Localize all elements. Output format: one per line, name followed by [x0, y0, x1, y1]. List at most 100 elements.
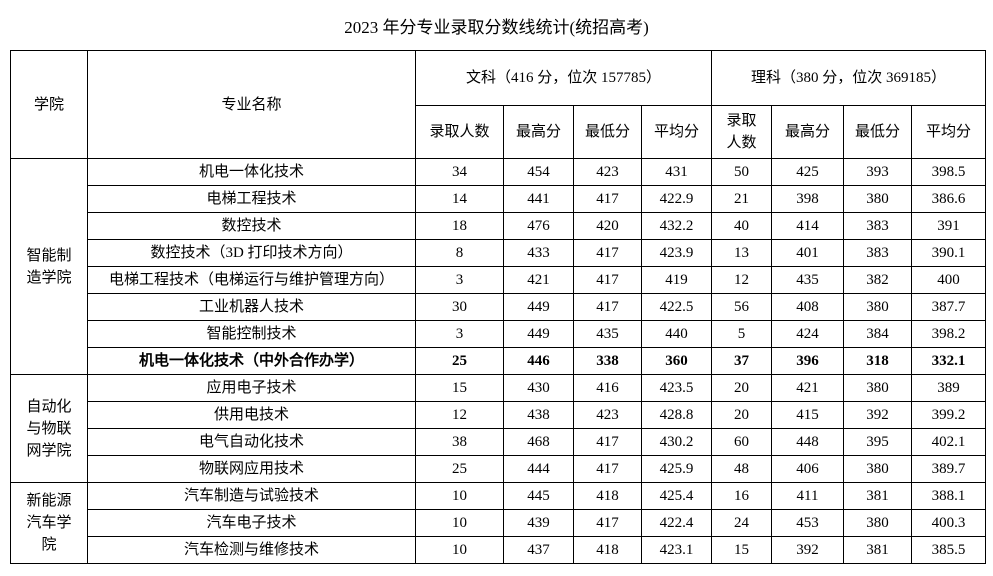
- value-cell: 430: [503, 374, 574, 402]
- value-cell: 48: [711, 455, 773, 483]
- value-cell: 318: [843, 347, 913, 375]
- value-cell: 385.5: [911, 536, 987, 564]
- value-cell: 419: [640, 266, 713, 294]
- value-cell: 13: [711, 239, 773, 267]
- value-cell: 408: [771, 293, 845, 321]
- value-cell: 417: [573, 293, 642, 321]
- value-cell: 395: [843, 428, 913, 456]
- value-cell: 435: [573, 320, 642, 348]
- value-cell: 12: [711, 266, 773, 294]
- score-table: 学院 专业名称 文科（416 分，位次 157785） 理科（380 分，位次 369…: [10, 50, 987, 564]
- value-cell: 437: [503, 536, 574, 564]
- value-cell: 8: [415, 239, 504, 267]
- major-cell: 机电一体化技术: [87, 158, 416, 186]
- value-cell: 401: [771, 239, 845, 267]
- value-cell: 425.9: [640, 455, 713, 483]
- value-cell: 383: [843, 212, 913, 240]
- table-row: 工业机器人技术 30 449 417 422.5 56 408 380 387.7: [11, 293, 987, 321]
- value-cell: 18: [415, 212, 504, 240]
- header-row: 录取人数 最高分 最低分 平均分 录取人数 最高分 最低分 平均分: [11, 105, 987, 159]
- value-cell: 25: [415, 347, 504, 375]
- value-cell: 5: [711, 320, 773, 348]
- value-cell: 438: [503, 401, 574, 429]
- value-cell: 15: [711, 536, 773, 564]
- table-row: 数控技术（3D 打印技术方向） 8 433 417 423.9 13 401 383 390.1: [11, 239, 987, 267]
- table-row: 机电一体化技术（中外合作办学） 25 446 338 360 37 396 318 332.1: [11, 347, 987, 375]
- value-cell: 390.1: [911, 239, 987, 267]
- major-cell: 应用电子技术: [87, 374, 416, 402]
- value-cell: 400.3: [911, 509, 987, 537]
- value-cell: 417: [573, 266, 642, 294]
- value-cell: 398: [771, 185, 845, 213]
- column-header: 录取人数: [415, 105, 504, 159]
- value-cell: 56: [711, 293, 773, 321]
- group-header: 理科（380 分，位次 369185）: [711, 50, 987, 106]
- value-cell: 415: [771, 401, 845, 429]
- value-cell: 422.4: [640, 509, 713, 537]
- value-cell: 389: [911, 374, 987, 402]
- value-cell: 20: [711, 401, 773, 429]
- value-cell: 446: [503, 347, 574, 375]
- value-cell: 382: [843, 266, 913, 294]
- value-cell: 21: [711, 185, 773, 213]
- value-cell: 14: [415, 185, 504, 213]
- value-cell: 454: [503, 158, 574, 186]
- value-cell: 420: [573, 212, 642, 240]
- major-cell: 数控技术: [87, 212, 416, 240]
- value-cell: 380: [843, 374, 913, 402]
- value-cell: 428.8: [640, 401, 713, 429]
- value-cell: 417: [573, 455, 642, 483]
- value-cell: 423.9: [640, 239, 713, 267]
- major-cell: 汽车制造与试验技术: [87, 482, 416, 510]
- value-cell: 423.5: [640, 374, 713, 402]
- value-cell: 389.7: [911, 455, 987, 483]
- college-cell: 智能制造学院: [10, 158, 88, 375]
- value-cell: 417: [573, 428, 642, 456]
- value-cell: 386.6: [911, 185, 987, 213]
- value-cell: 30: [415, 293, 504, 321]
- value-cell: 381: [843, 536, 913, 564]
- value-cell: 423.1: [640, 536, 713, 564]
- value-cell: 391: [911, 212, 987, 240]
- value-cell: 441: [503, 185, 574, 213]
- value-cell: 3: [415, 266, 504, 294]
- header-cell: 学院: [10, 50, 88, 159]
- value-cell: 445: [503, 482, 574, 510]
- value-cell: 380: [843, 185, 913, 213]
- table-row: 新能源汽车学院 汽车制造与试验技术 10 445 418 425.4 16 411 381 388…: [10, 482, 987, 564]
- value-cell: 16: [711, 482, 773, 510]
- value-cell: 421: [503, 266, 574, 294]
- value-cell: 402.1: [911, 428, 987, 456]
- value-cell: 20: [711, 374, 773, 402]
- value-cell: 24: [711, 509, 773, 537]
- table-row: 数控技术 18 476 420 432.2 40 414 383 391: [11, 212, 987, 240]
- value-cell: 380: [843, 293, 913, 321]
- major-cell: 智能控制技术: [87, 320, 416, 348]
- value-cell: 414: [771, 212, 845, 240]
- value-cell: 398.2: [911, 320, 987, 348]
- value-cell: 425.4: [640, 482, 713, 510]
- major-cell: 电气自动化技术: [87, 428, 416, 456]
- value-cell: 10: [415, 509, 504, 537]
- major-cell: 汽车检测与维修技术: [87, 536, 416, 564]
- table-row: 电梯工程技术（电梯运行与维护管理方向） 3 421 417 419 12 435 382 400: [11, 266, 987, 294]
- value-cell: 400: [911, 266, 987, 294]
- value-cell: 417: [573, 509, 642, 537]
- value-cell: 421: [771, 374, 845, 402]
- value-cell: 12: [415, 401, 504, 429]
- value-cell: 417: [573, 239, 642, 267]
- college-cell: 新能源汽车学院: [10, 482, 88, 564]
- table-row: 汽车检测与维修技术 10 437 418 423.1 15 392 381 385.5: [11, 536, 987, 564]
- table-row: 物联网应用技术 25 444 417 425.9 48 406 380 389.7: [11, 455, 987, 483]
- value-cell: 392: [771, 536, 845, 564]
- value-cell: 476: [503, 212, 574, 240]
- value-cell: 423: [573, 401, 642, 429]
- table-row: 电气自动化技术 38 468 417 430.2 60 448 395 402.1: [11, 428, 987, 456]
- column-header: 平均分: [640, 105, 713, 159]
- column-header: 最高分: [771, 105, 845, 159]
- value-cell: 10: [415, 536, 504, 564]
- major-cell: 电梯工程技术（电梯运行与维护管理方向）: [87, 266, 416, 294]
- value-cell: 425: [771, 158, 845, 186]
- table-row: 汽车电子技术 10 439 417 422.4 24 453 380 400.3: [11, 509, 987, 537]
- value-cell: 396: [771, 347, 845, 375]
